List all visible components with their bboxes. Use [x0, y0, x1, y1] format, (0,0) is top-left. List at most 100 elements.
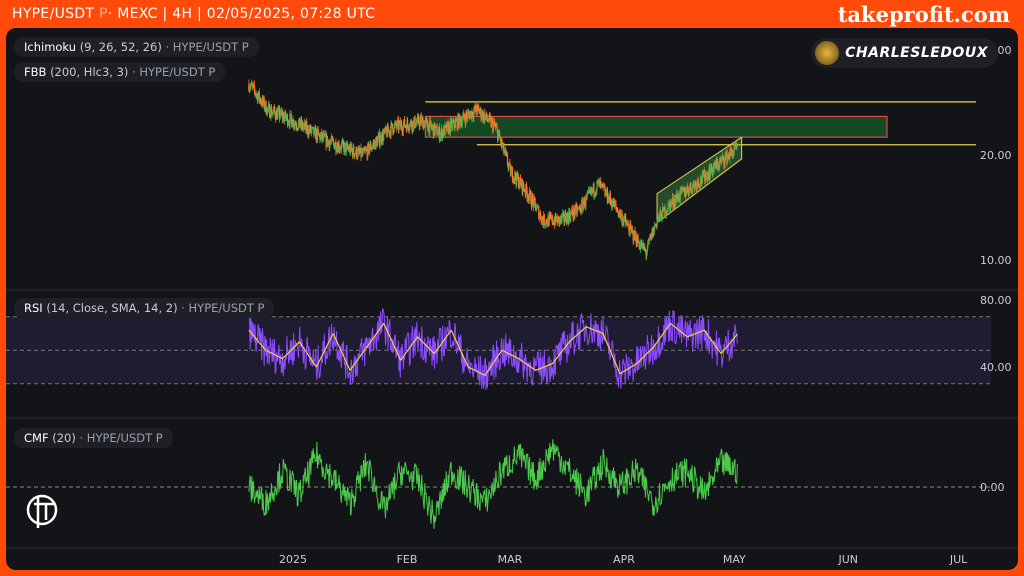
candle — [370, 143, 372, 150]
candle — [355, 147, 357, 154]
candle — [483, 112, 485, 122]
candle — [294, 123, 296, 126]
candle — [549, 215, 552, 217]
candle — [568, 211, 570, 223]
candle — [638, 242, 640, 244]
candle — [612, 198, 614, 205]
candle — [687, 186, 689, 190]
candle — [585, 196, 587, 206]
candle — [537, 206, 539, 208]
candle — [314, 127, 316, 129]
candle — [249, 87, 251, 89]
candle — [414, 126, 417, 128]
x-tick-label: JUL — [949, 553, 968, 566]
candle — [498, 132, 501, 138]
candle — [736, 145, 738, 147]
candle — [528, 196, 530, 201]
candle — [426, 119, 428, 127]
candle — [638, 242, 640, 248]
candle — [310, 130, 312, 133]
candle — [713, 166, 715, 171]
candle — [392, 127, 394, 133]
candle — [604, 191, 607, 196]
legend-rsi[interactable]: RSI (14, Close, SMA, 14, 2) · HYPE/USDT … — [14, 298, 275, 318]
candle — [324, 133, 326, 137]
candle — [306, 125, 308, 131]
candle — [512, 180, 514, 182]
candle — [443, 126, 445, 136]
candle — [721, 157, 723, 160]
x-tick-label: APR — [613, 553, 635, 566]
candle — [465, 112, 468, 116]
candle — [642, 242, 645, 250]
candle — [544, 224, 547, 226]
chart-panel[interactable]: 40.00 20.00 10.00 2025 FEB MAR APR MAY JUN JUL 80.… — [6, 28, 1018, 570]
candle — [394, 123, 396, 125]
candle — [631, 229, 633, 231]
candle — [254, 90, 256, 94]
candle — [248, 83, 250, 91]
chart-canvas[interactable]: 40.00 20.00 10.00 2025 FEB MAR APR MAY JUN JUL 80.… — [6, 28, 1018, 570]
candle — [539, 212, 541, 215]
candle — [507, 164, 509, 168]
candle — [337, 146, 339, 152]
candle — [636, 243, 638, 247]
candle — [516, 172, 518, 179]
candle — [634, 230, 636, 239]
candle — [413, 116, 415, 121]
candle — [573, 207, 575, 218]
candle — [427, 126, 429, 132]
candle — [550, 215, 552, 219]
candle — [551, 215, 553, 224]
candle — [386, 125, 388, 137]
candle — [698, 186, 700, 188]
candle — [517, 176, 519, 179]
legend-cmf[interactable]: CMF (20) · HYPE/USDT P — [14, 428, 173, 448]
candle — [441, 131, 444, 139]
candle — [361, 151, 363, 155]
candle — [358, 148, 360, 152]
candle — [336, 146, 338, 151]
legend-source: · HYPE/USDT P — [132, 65, 216, 79]
candle — [274, 107, 276, 112]
candle — [305, 122, 307, 129]
candle — [429, 120, 431, 134]
candle — [353, 153, 355, 157]
candle — [272, 112, 274, 114]
legend-name: RSI — [24, 301, 43, 315]
candle — [329, 142, 331, 149]
candle — [368, 143, 370, 153]
candle — [520, 181, 522, 187]
brand-logo[interactable]: takeprofit.com — [837, 2, 1010, 27]
candle — [640, 242, 642, 245]
author-badge[interactable]: CHARLESLEDOUX — [811, 38, 998, 68]
x-tick-label: 2025 — [279, 553, 307, 566]
candle — [400, 122, 403, 129]
candle — [405, 126, 407, 132]
candle — [372, 142, 374, 146]
candle — [525, 184, 527, 194]
candle — [565, 221, 567, 225]
candle — [499, 137, 501, 140]
candle — [334, 145, 336, 149]
candle — [473, 110, 475, 118]
candle — [644, 249, 647, 251]
legend-params: (14, Close, SMA, 14, 2) — [46, 301, 178, 315]
x-tick-label: MAY — [723, 553, 746, 566]
candle — [364, 150, 366, 152]
candle — [616, 209, 618, 212]
candle — [582, 200, 584, 210]
candle — [669, 204, 671, 211]
candle — [710, 163, 712, 171]
perp-flag: P — [99, 6, 108, 22]
candle — [284, 111, 286, 118]
candle — [580, 211, 582, 213]
legend-fbb[interactable]: FBB (200, Hlc3, 3) · HYPE/USDT P — [14, 62, 226, 82]
candle — [495, 126, 498, 128]
candle — [427, 124, 430, 132]
candle — [544, 224, 546, 226]
candle — [663, 206, 666, 211]
legend-ichimoku[interactable]: Ichimoku (9, 26, 52, 26) · HYPE/USDT P — [14, 37, 259, 57]
candle — [522, 182, 524, 193]
candle — [428, 124, 430, 134]
